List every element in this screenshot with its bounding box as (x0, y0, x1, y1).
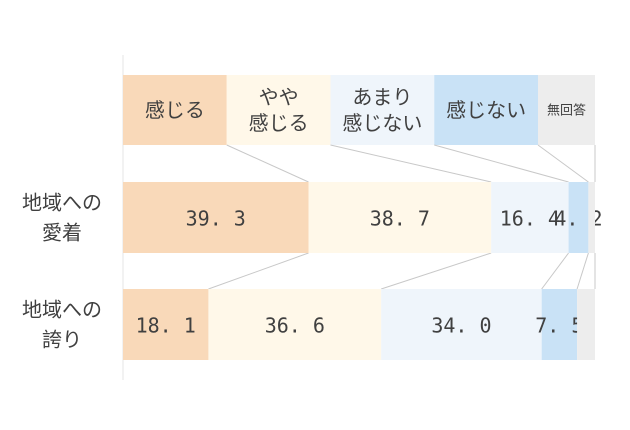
legend-label: 感じない (342, 111, 422, 135)
bar-segment (123, 289, 209, 360)
bar-segment (541, 289, 578, 360)
connector-line (208, 252, 309, 290)
bar-segment (491, 182, 569, 253)
legend-label: あまり (352, 85, 412, 109)
data-label: 16. 4 (500, 207, 560, 231)
connector-line (381, 252, 492, 290)
bar-segment (588, 182, 595, 253)
connector-line (576, 252, 589, 290)
category-label: 地域への (22, 298, 102, 322)
legend-box (123, 75, 227, 145)
legend-label: やや (259, 85, 299, 109)
legend-label: 感じない (446, 98, 526, 122)
bar-segment (381, 289, 542, 360)
category-label: 誇り (42, 328, 82, 352)
data-label: 34. 0 (431, 314, 491, 338)
data-label: 18. 1 (136, 314, 196, 338)
data-label: 4. 2 (554, 207, 602, 231)
bar-segment (123, 182, 309, 253)
connector-line (537, 144, 589, 183)
data-label: 7. 5 (535, 314, 583, 338)
bar-segment (308, 182, 492, 253)
data-label: 39. 3 (186, 207, 246, 231)
legend-box (538, 75, 595, 145)
connector-line (330, 144, 492, 183)
legend-label: 感じる (145, 98, 205, 122)
connector-line (541, 252, 569, 290)
bar-segment (568, 182, 589, 253)
legend-box (330, 75, 435, 145)
legend-box (226, 75, 331, 145)
legend-label: 感じる (249, 111, 309, 135)
connector-line (226, 144, 309, 183)
category-label: 愛着 (42, 221, 82, 245)
category-label: 地域への (22, 191, 102, 215)
bar-segment (208, 289, 382, 360)
data-label: 36. 6 (265, 314, 325, 338)
legend-box (434, 75, 538, 145)
connector-line (434, 144, 569, 183)
bar-segment (577, 289, 595, 360)
data-label: 38. 7 (370, 207, 430, 231)
legend-label: 無回答 (547, 103, 586, 119)
